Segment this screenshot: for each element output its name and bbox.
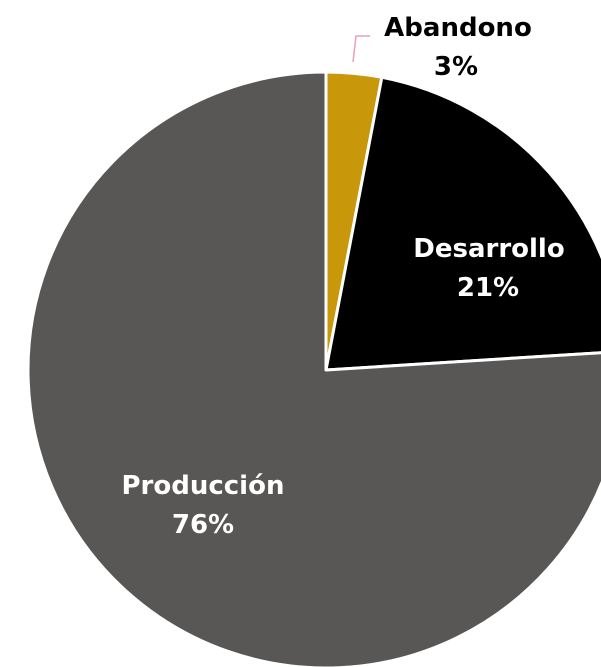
- leader-lines: [352, 35, 370, 63]
- slice-labels: Abandono 3% Desarrollo 21% Producción 76…: [122, 13, 565, 540]
- label-produccion-name: Producción: [122, 471, 285, 501]
- pie-slices: [26, 70, 601, 667]
- label-desarrollo-name: Desarrollo: [413, 234, 564, 264]
- label-abandono-value: 3%: [434, 52, 478, 82]
- pie-slice-desarrollo: [324, 75, 601, 372]
- label-abandono-name: Abandono: [384, 13, 532, 43]
- leader-line-abandono: [352, 35, 370, 63]
- label-produccion-value: 76%: [172, 510, 234, 540]
- pie-slice-produccion: [26, 70, 601, 667]
- label-desarrollo-value: 21%: [457, 273, 519, 303]
